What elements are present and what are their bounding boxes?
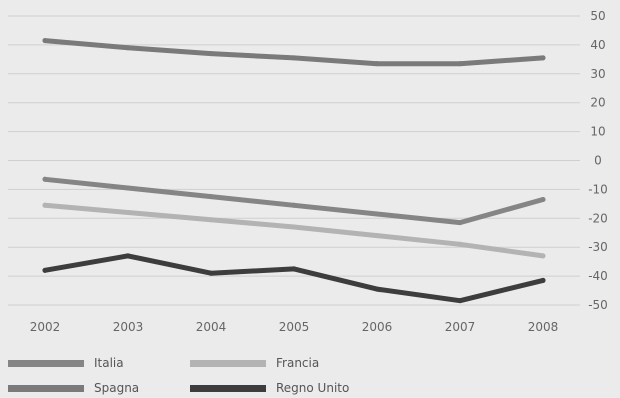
x-axis-ticks: 2002 2003 2004 2005 2006 2007 2008: [30, 320, 559, 334]
data-point-spagna: [208, 51, 214, 57]
data-point-spagna: [125, 45, 131, 51]
x-tick-label: 2004: [196, 320, 227, 334]
data-point-italia: [208, 194, 214, 200]
legend-swatch: [190, 360, 266, 367]
data-point-regno-unito: [42, 267, 48, 273]
data-point-regno-unito: [457, 298, 463, 304]
x-tick-label: 2005: [279, 320, 310, 334]
data-point-italia: [291, 202, 297, 208]
data-point-francia: [457, 241, 463, 247]
x-tick-label: 2008: [528, 320, 559, 334]
y-tick-label: 40: [590, 38, 605, 52]
y-tick-label: 20: [590, 96, 605, 110]
legend-swatch: [8, 360, 84, 367]
series-lines: [42, 38, 546, 304]
series-line-francia: [42, 202, 546, 259]
y-tick-label: -10: [588, 182, 608, 196]
x-tick-label: 2002: [30, 320, 61, 334]
legend: Italia Francia Spagna Regno Unito: [8, 356, 349, 395]
legend-item-spagna: Spagna: [8, 381, 139, 395]
y-tick-label: -20: [588, 211, 608, 225]
data-point-italia: [125, 185, 131, 191]
data-point-italia: [374, 211, 380, 217]
y-tick-label: 30: [590, 67, 605, 81]
data-point-italia: [457, 220, 463, 226]
series-regno-unito: [42, 253, 546, 304]
y-axis-ticks: 50 40 30 20 10 0 -10 -20 -30 -40 -50: [588, 9, 608, 312]
legend-label: Regno Unito: [276, 381, 349, 395]
data-point-francia: [208, 217, 214, 223]
legend-label: Spagna: [94, 381, 139, 395]
y-tick-label: -50: [588, 298, 608, 312]
y-tick-label: 0: [594, 154, 602, 168]
x-tick-label: 2003: [113, 320, 144, 334]
legend-item-francia: Francia: [190, 356, 319, 370]
legend-item-italia: Italia: [8, 356, 124, 370]
data-point-spagna: [374, 61, 380, 67]
y-tick-label: 50: [590, 9, 605, 23]
legend-label: Francia: [276, 356, 319, 370]
data-point-francia: [374, 233, 380, 239]
data-point-francia: [291, 224, 297, 230]
legend-swatch: [8, 385, 84, 392]
data-point-regno-unito: [208, 270, 214, 276]
data-point-francia: [540, 253, 546, 259]
x-tick-label: 2007: [445, 320, 476, 334]
data-point-regno-unito: [374, 286, 380, 292]
data-point-spagna: [42, 38, 48, 44]
data-point-francia: [125, 210, 131, 216]
series-line-italia: [42, 176, 546, 226]
data-point-regno-unito: [125, 253, 131, 259]
series-spagna: [42, 38, 546, 67]
data-point-regno-unito: [540, 277, 546, 283]
y-tick-label: 10: [590, 125, 605, 139]
y-tick-label: -40: [588, 269, 608, 283]
legend-swatch: [190, 385, 266, 392]
legend-label: Italia: [94, 356, 124, 370]
data-point-regno-unito: [291, 266, 297, 272]
y-tick-label: -30: [588, 240, 608, 254]
series-italia: [42, 176, 546, 226]
legend-item-regno-unito: Regno Unito: [190, 381, 349, 395]
data-point-spagna: [291, 55, 297, 61]
data-point-spagna: [457, 61, 463, 67]
series-francia: [42, 202, 546, 259]
data-point-spagna: [540, 55, 546, 61]
x-tick-label: 2006: [362, 320, 393, 334]
series-line-regno-unito: [42, 253, 546, 304]
data-point-italia: [540, 197, 546, 203]
data-point-francia: [42, 202, 48, 208]
data-point-italia: [42, 176, 48, 182]
